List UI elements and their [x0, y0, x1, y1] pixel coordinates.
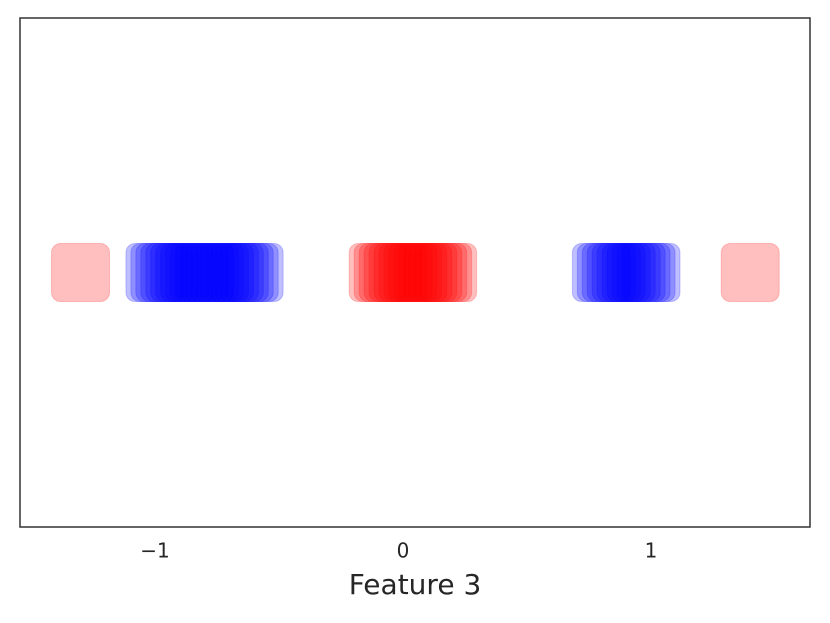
- point: [358, 243, 418, 302]
- point: [363, 243, 423, 302]
- point: [165, 243, 225, 302]
- point: [418, 243, 478, 302]
- point: [581, 243, 641, 302]
- point: [135, 243, 195, 302]
- point: [621, 243, 681, 302]
- point: [348, 243, 408, 302]
- point: [586, 243, 646, 302]
- point: [194, 243, 254, 302]
- point: [204, 243, 264, 302]
- point: [140, 243, 200, 302]
- x-tick-label: 1: [645, 539, 658, 563]
- point: [571, 243, 631, 302]
- plot-frame: [19, 17, 811, 528]
- point: [606, 243, 666, 302]
- point: [368, 243, 428, 302]
- point: [214, 243, 274, 302]
- point: [596, 243, 656, 302]
- point: [199, 243, 259, 302]
- point: [189, 243, 249, 302]
- point: [601, 243, 661, 302]
- point: [219, 243, 279, 302]
- point: [209, 243, 269, 302]
- point: [184, 243, 244, 302]
- point: [155, 243, 215, 302]
- point: [591, 243, 651, 302]
- point: [576, 243, 636, 302]
- point: [353, 243, 413, 302]
- point: [224, 243, 284, 302]
- point: [51, 243, 111, 302]
- x-tick-label: 0: [397, 539, 410, 563]
- point: [150, 243, 210, 302]
- point: [170, 243, 230, 302]
- point: [398, 243, 458, 302]
- point: [616, 243, 676, 302]
- x-tick-label: −1: [140, 539, 169, 563]
- point: [130, 243, 190, 302]
- point: [175, 243, 235, 302]
- point: [720, 243, 780, 302]
- point: [611, 243, 671, 302]
- point: [145, 243, 205, 302]
- point: [408, 243, 468, 302]
- point: [125, 243, 185, 302]
- point: [180, 243, 240, 302]
- point: [378, 243, 438, 302]
- point: [413, 243, 473, 302]
- point: [160, 243, 220, 302]
- x-axis-label: Feature 3: [349, 568, 482, 601]
- point: [393, 243, 453, 302]
- point: [403, 243, 463, 302]
- point: [373, 243, 433, 302]
- point: [388, 243, 448, 302]
- point: [383, 243, 443, 302]
